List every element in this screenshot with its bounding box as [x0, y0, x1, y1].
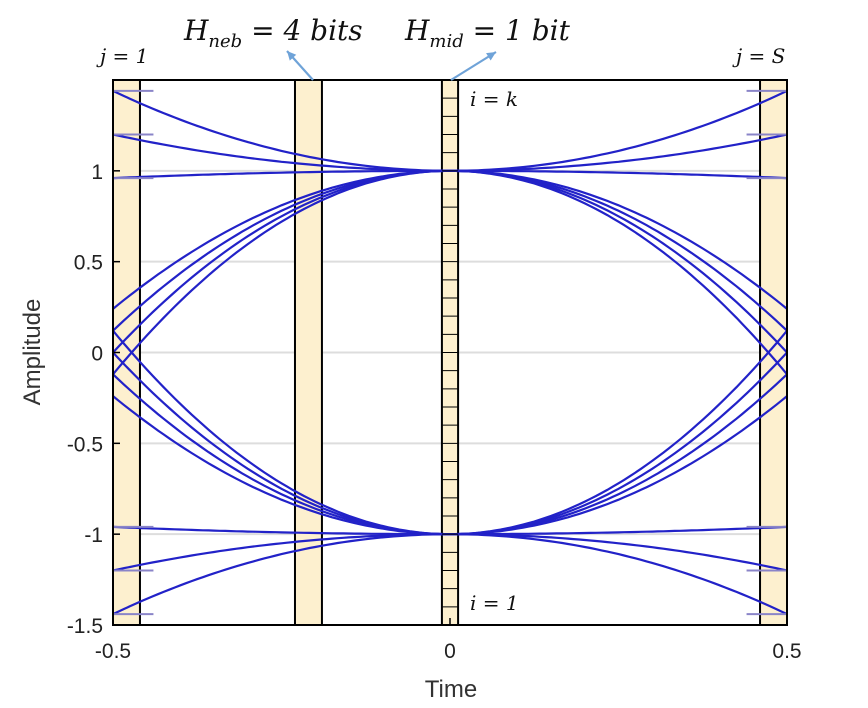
- eye-curve: [112, 169, 451, 376]
- eye-curve: [112, 525, 450, 536]
- eye-curve: [112, 169, 451, 354]
- y-tick-label: 0.5: [74, 252, 103, 275]
- eye-curve: [449, 395, 788, 536]
- eye-curve: [449, 169, 788, 354]
- x-tick-label: -0.5: [95, 640, 131, 663]
- j-last-label: j = S: [732, 44, 785, 68]
- eye-curve: [112, 169, 450, 180]
- eye-curve: [449, 373, 788, 536]
- eye-curve: [450, 89, 788, 172]
- eye-curve: [449, 351, 788, 536]
- eye-curve: [112, 169, 451, 332]
- y-tick-label: 1: [91, 161, 103, 184]
- x-tick-label: 0.5: [772, 640, 801, 663]
- y-tick-label: -1: [84, 524, 103, 547]
- eye-curve: [112, 169, 451, 310]
- eye-curve: [112, 373, 451, 536]
- eye-curve: [112, 533, 450, 616]
- eye-curve: [449, 329, 788, 536]
- y-tick-label: 0: [91, 343, 103, 366]
- i-top-label: i = k: [470, 87, 518, 111]
- x-tick-label: 0: [444, 640, 456, 663]
- arrow-head: [287, 51, 297, 61]
- eye-curve: [449, 169, 788, 332]
- eye-curve: [450, 169, 788, 180]
- arrow-head: [486, 52, 496, 61]
- eye-curves: [112, 89, 788, 616]
- axis-ticks: -0.5 0 0.5 1 0.5 0 -0.5 -1 -1.5: [67, 161, 802, 663]
- eye-curve: [449, 169, 788, 376]
- eye-curve: [450, 133, 788, 172]
- annotation-arrows: [286, 50, 497, 81]
- eye-curve: [112, 351, 451, 536]
- h-neb-annotation: Hneb = 4 bits: [183, 14, 363, 52]
- y-tick-label: -0.5: [67, 433, 103, 456]
- h-mid-annotation: Hmid = 1 bit: [404, 14, 571, 52]
- eye-curve: [449, 169, 788, 310]
- j-first-label: j = 1: [96, 44, 148, 68]
- x-axis-label: Time: [425, 676, 477, 703]
- eye-curve: [112, 329, 451, 536]
- eye-curve: [450, 533, 788, 616]
- y-tick-label: -1.5: [67, 615, 103, 638]
- eye-curve: [112, 395, 451, 536]
- eye-curve: [112, 133, 450, 172]
- highlight-band: [759, 79, 788, 626]
- i-bottom-label: i = 1: [470, 591, 519, 615]
- eye-curve: [112, 89, 450, 172]
- y-axis-label: Amplitude: [19, 299, 46, 406]
- highlight-band: [293, 79, 323, 626]
- eye-curve: [112, 533, 450, 572]
- eye-curve: [450, 525, 788, 536]
- mid-band-divisions: [441, 97, 459, 608]
- eye-curve: [450, 533, 788, 572]
